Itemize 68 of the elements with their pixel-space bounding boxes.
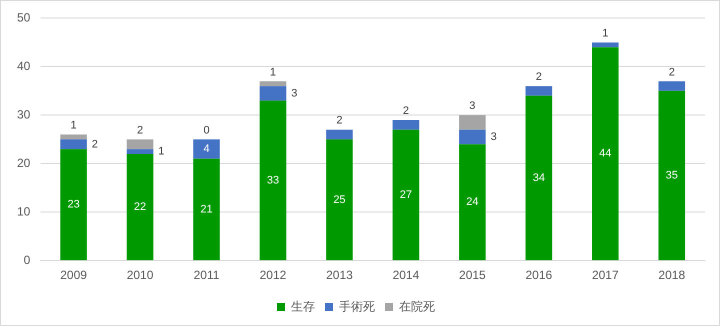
data-label: 1 — [602, 27, 608, 40]
data-label: 2 — [336, 114, 343, 127]
x-tick-label: 2009 — [60, 268, 88, 282]
x-tick-label: 2016 — [525, 268, 553, 282]
x-tick-label: 2012 — [260, 268, 287, 282]
y-tick-label: 10 — [16, 204, 31, 218]
bar — [326, 130, 353, 140]
x-tick-label: 2017 — [592, 268, 619, 282]
y-tick-label: 0 — [24, 252, 31, 267]
data-label: 0 — [203, 124, 210, 136]
data-label: 2 — [668, 66, 675, 78]
data-label: 24 — [466, 196, 478, 208]
bar — [592, 42, 619, 48]
data-label: 1 — [70, 120, 77, 132]
bar — [459, 115, 486, 130]
data-label: 3 — [469, 100, 476, 112]
y-tick-label: 50 — [16, 10, 31, 25]
y-tick-label: 40 — [16, 58, 31, 73]
bar — [126, 149, 154, 154]
data-label: 4 — [203, 143, 210, 156]
data-label: 3 — [291, 87, 298, 100]
bar — [193, 139, 220, 159]
bar — [392, 120, 420, 130]
bar — [193, 158, 220, 260]
x-tick-label: 2010 — [126, 268, 154, 282]
data-label: 34 — [532, 172, 545, 184]
bar — [526, 86, 552, 96]
y-tick-label: 20 — [16, 156, 31, 170]
bar — [326, 139, 353, 260]
x-tick-label: 2018 — [658, 268, 686, 282]
bar — [592, 47, 619, 260]
bar — [60, 134, 87, 140]
data-label: 2 — [92, 138, 98, 150]
data-label: 25 — [333, 194, 346, 206]
data-label: 44 — [599, 148, 612, 160]
x-tick-label: 2013 — [326, 268, 354, 282]
bar — [392, 130, 420, 260]
x-tick-label: 2015 — [459, 268, 486, 282]
bar — [260, 81, 286, 86]
y-tick-label: 30 — [16, 107, 31, 122]
data-label: 35 — [666, 170, 678, 182]
data-label: 21 — [200, 203, 213, 216]
data-label: 23 — [67, 198, 80, 211]
legend-label: 手術死 — [339, 299, 375, 314]
legend-label: 生存 — [291, 299, 315, 314]
data-label: 27 — [400, 188, 412, 201]
bar — [658, 81, 686, 91]
bar — [459, 144, 486, 260]
bar — [526, 96, 552, 260]
data-label: 1 — [158, 146, 164, 158]
bar — [60, 149, 87, 260]
data-label: 2 — [402, 105, 409, 118]
bar — [260, 100, 286, 260]
data-label: 2 — [136, 124, 144, 136]
bar — [260, 86, 286, 101]
x-tick-label: 2014 — [392, 268, 420, 282]
data-label: 2 — [536, 71, 542, 84]
legend-label: 在院死 — [399, 299, 435, 314]
bar — [126, 139, 154, 150]
x-tick-label: 2011 — [194, 268, 220, 282]
bar — [658, 90, 686, 260]
bar — [126, 154, 154, 260]
bar — [459, 130, 486, 144]
data-label: 33 — [266, 174, 280, 186]
data-label: 1 — [270, 66, 276, 78]
data-label: 22 — [134, 201, 146, 214]
data-label: 3 — [490, 131, 497, 144]
bar — [60, 139, 87, 150]
